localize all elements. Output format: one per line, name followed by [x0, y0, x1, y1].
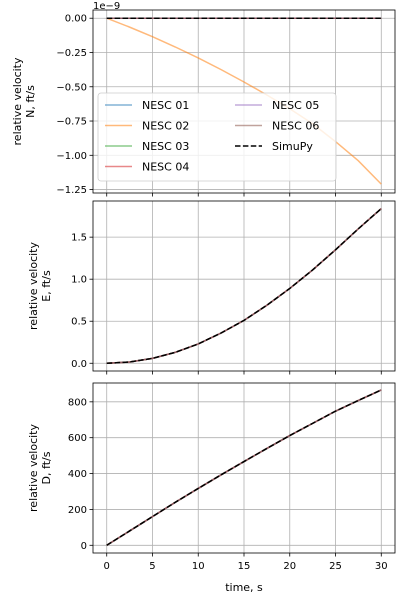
series-line-simupy — [106, 208, 382, 365]
y-tick-label: 800 — [68, 397, 87, 408]
y-tick-label: −0.75 — [56, 117, 87, 128]
x-tick-label: 25 — [329, 561, 342, 572]
y-tick-label: 0.5 — [71, 317, 87, 328]
y-axis-label: relative velocityE, ft/s — [27, 242, 53, 330]
legend-label: NESC 06 — [272, 120, 319, 133]
panel-3: 0 5 10 15 20 25 30 0 200 400 600 800 relative veloci… — [27, 382, 396, 572]
legend-label: NESC 04 — [142, 161, 189, 174]
y-tick-label: 0.00 — [65, 14, 87, 25]
y-tick-label: 0 — [81, 541, 87, 552]
y-tick-label: 0.0 — [71, 359, 87, 370]
y-axis-label-line: relative velocity — [11, 57, 24, 145]
y-axis-label: relative velocityD, ft/s — [27, 424, 53, 512]
x-tick-label: 15 — [238, 561, 251, 572]
y-tick-label: −1.25 — [56, 185, 87, 196]
panel-1: 0.00 −0.25 −0.50 −0.75 −1.00 −1.25 relative ve… — [11, 1, 396, 197]
y-tick-label: 600 — [68, 433, 87, 444]
y-tick-label: −1.00 — [56, 151, 87, 162]
legend-label: SimuPy — [272, 140, 313, 153]
y-axis-label-line: D, ft/s — [40, 451, 53, 484]
x-tick-label: 30 — [375, 561, 388, 572]
x-tick-label: 20 — [283, 561, 296, 572]
y-axis-label-line: E, ft/s — [40, 270, 53, 302]
legend-label: NESC 02 — [142, 120, 189, 133]
y-axis-label-line: relative velocity — [27, 424, 40, 512]
legend-box — [97, 92, 337, 182]
y-tick-label: 200 — [68, 505, 87, 516]
y-axis-label-line: relative velocity — [27, 242, 40, 330]
panel-2: 0.0 0.5 1.0 1.5 relative velocityE, ft/s — [27, 200, 396, 375]
y-tick-label: −0.25 — [56, 48, 87, 59]
y-tick-label: 1.0 — [71, 275, 87, 286]
legend-label: NESC 01 — [142, 99, 189, 112]
x-tick-label: 5 — [149, 561, 155, 572]
x-tick-label: 0 — [104, 561, 110, 572]
x-tick-label: 10 — [192, 561, 205, 572]
legend: NESC 01 NESC 02 NESC 03 NESC 04 NESC 05 NESC … — [97, 92, 337, 182]
x-axis-label: time, s — [225, 581, 263, 594]
offset-text: 1e−9 — [93, 1, 120, 12]
y-tick-label: −0.50 — [56, 82, 87, 93]
series-line-simupy — [106, 389, 382, 546]
legend-label: NESC 03 — [142, 140, 189, 153]
y-axis-label: relative velocityN, ft/s — [11, 57, 37, 145]
y-axis-label-line: N, ft/s — [24, 85, 37, 118]
legend-label: NESC 05 — [272, 99, 319, 112]
y-tick-label: 1.5 — [71, 233, 87, 244]
y-tick-label: 400 — [68, 469, 87, 480]
